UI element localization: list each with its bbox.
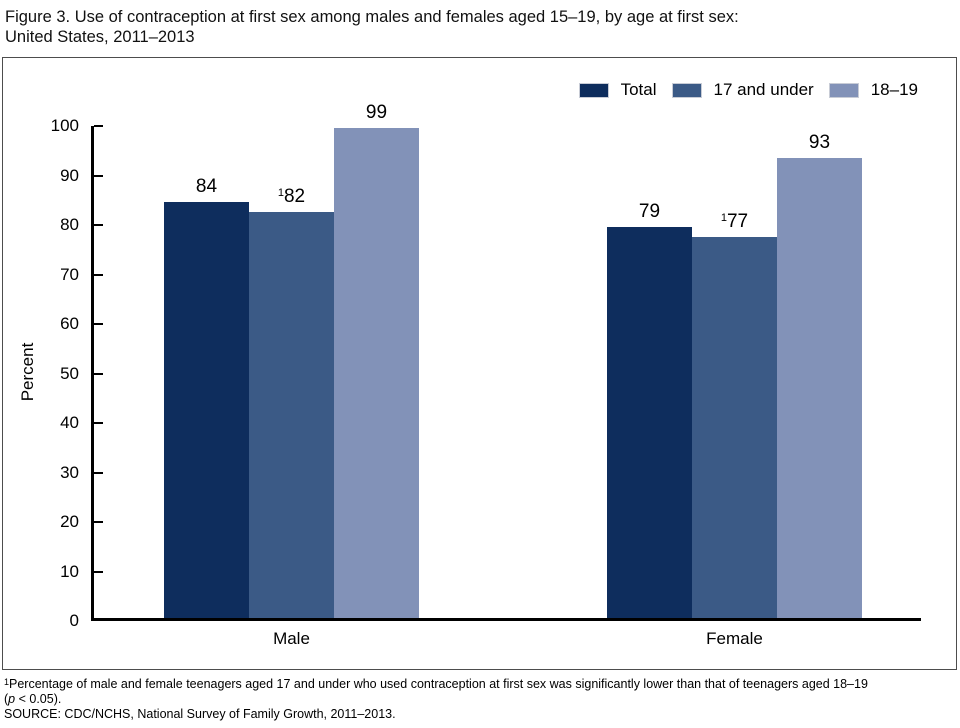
footnote-paren: ( [4, 692, 9, 706]
footnote-text-line1: Percentage of male and female teenagers … [9, 677, 868, 691]
y-tick-label-40: 40 [60, 413, 79, 432]
legend-swatch-17-and-under [671, 82, 702, 98]
bar-value-label-female-17-and-under: 177 [720, 210, 749, 232]
y-tick-label-70: 70 [60, 264, 79, 284]
plot-area: Percent 0 10 20 30 40 50 60 70 80 90 100 84 182 99 Mal… [18, 102, 921, 648]
y-tick-10 [94, 570, 103, 573]
bar-male-total [164, 202, 249, 618]
figure-title: Figure 3. Use of contraception at first … [5, 7, 905, 47]
bar-value-label-female-18-19: 93 [808, 131, 831, 153]
footnote: 1Percentage of male and female teenagers… [4, 675, 956, 722]
footnote-pvalue-text: < 0.05). [15, 692, 62, 706]
x-category-label-male: Male [273, 629, 310, 648]
y-tick-label-0: 0 [69, 611, 79, 630]
y-tick-label-60: 60 [60, 314, 79, 333]
footnote-significance: 1Percentage of male and female teenagers… [4, 675, 956, 692]
legend-swatch-total [578, 82, 609, 98]
bar-male-18-19 [334, 127, 419, 618]
legend-label-18-19: 18–19 [870, 80, 918, 99]
bar-value-label-male-18-19: 99 [365, 101, 388, 123]
bar-female-18-19 [777, 157, 862, 618]
y-tick-50 [94, 372, 103, 375]
y-tick-label-10: 10 [60, 561, 79, 581]
y-tick-label-30: 30 [60, 462, 79, 482]
chart-frame: Total 17 and under 18–19 Percent 0 10 20 30 40… [2, 57, 957, 670]
y-tick-60 [94, 323, 103, 325]
legend-item-total: Total [578, 80, 657, 100]
bar-male-17-and-under [249, 212, 334, 618]
bar-value-label-female-total: 79 [638, 200, 661, 222]
y-tick-label-50: 50 [60, 363, 79, 383]
x-category-label-female: Female [706, 629, 763, 648]
bar-value-label-male-17-and-under: 182 [277, 186, 306, 208]
footnote-source: SOURCE: CDC/NCHS, National Survey of Fam… [4, 707, 396, 721]
legend-label-17-and-under: 17 and under [713, 80, 814, 99]
y-tick-label-100: 100 [50, 116, 79, 135]
y-tick-90 [94, 174, 103, 177]
y-tick-20 [94, 521, 103, 523]
footnote-p-symbol: p [8, 692, 16, 706]
legend-swatch-18-19 [828, 82, 859, 98]
bar-female-17-and-under [692, 236, 777, 618]
y-tick-70 [94, 273, 103, 276]
y-tick-label-80: 80 [60, 215, 79, 234]
bar-value-label-male-total: 84 [195, 176, 218, 198]
figure-title-line2: United States, 2011–2013 [5, 28, 195, 46]
y-tick-30 [94, 471, 103, 474]
y-tick-label-20: 20 [60, 512, 79, 531]
y-tick-80 [94, 224, 103, 226]
chart-legend: Total 17 and under 18–19 [578, 80, 918, 100]
figure-title-line1: Figure 3. Use of contraception at first … [5, 8, 739, 26]
bar-female-total [607, 226, 692, 618]
legend-label-total: Total [620, 80, 657, 99]
legend-item-18-19: 18–19 [828, 80, 918, 100]
bar-label-superscript: 1 [277, 187, 284, 200]
y-tick-100 [94, 125, 103, 127]
footnote-superscript: 1 [4, 677, 10, 687]
footnote-pvalue: (p < 0.05). [4, 692, 956, 707]
y-tick-label-90: 90 [60, 165, 79, 185]
bar-label-superscript: 1 [720, 211, 727, 224]
legend-item-17-and-under: 17 and under [671, 80, 814, 100]
y-tick-40 [94, 422, 103, 424]
